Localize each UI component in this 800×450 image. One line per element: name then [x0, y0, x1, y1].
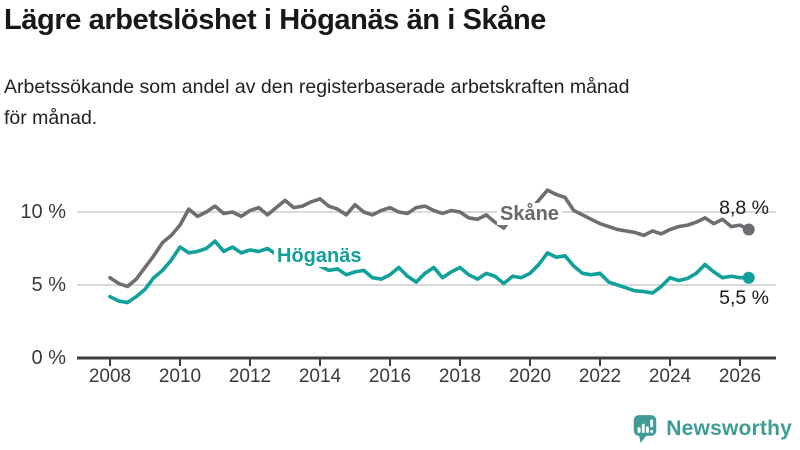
x-tick-label: 2008: [88, 366, 132, 387]
x-tick-label: 2010: [158, 366, 202, 387]
x-tick-label: 2012: [228, 366, 272, 387]
y-tick-label: 0 %: [31, 347, 66, 369]
chart-subtitle-line2: för månad.: [4, 107, 98, 129]
newsworthy-wordmark: Newsworthy: [666, 417, 792, 440]
newsworthy-logo[interactable]: Newsworthy: [632, 414, 792, 444]
series-end-dot-skåne: [742, 223, 755, 236]
x-tick-label: 2016: [368, 366, 412, 387]
series-end-dot-höganäs: [742, 271, 755, 284]
chart-subtitle: Arbetssökande som andel av den registerb…: [4, 72, 629, 134]
series-label-skane: Skåne: [497, 203, 562, 225]
x-tick-label: 2022: [578, 366, 622, 387]
x-tick-label: 2018: [438, 366, 482, 387]
newsworthy-bubble-chart-icon: [634, 415, 657, 443]
series-line-skåne: [108, 188, 751, 289]
y-tick-label: 10 %: [20, 201, 66, 223]
y-tick-label: 5 %: [31, 274, 66, 296]
x-tick-label: 2024: [648, 366, 692, 387]
x-tick-label: 2014: [298, 366, 342, 387]
series-line-höganäs: [108, 239, 751, 305]
chart-title: Lägre arbetslöshet i Höganäs än i Skåne: [4, 4, 547, 36]
end-value-label-skane: 8,8 %: [719, 197, 769, 219]
chart-subtitle-line1: Arbetssökande som andel av den registerb…: [4, 76, 630, 98]
x-tick-label: 2026: [718, 366, 762, 387]
end-value-label-hoganas: 5,5 %: [719, 287, 769, 309]
x-tick-label: 2020: [508, 366, 552, 387]
series-label-hoganas: Höganäs: [274, 245, 365, 267]
